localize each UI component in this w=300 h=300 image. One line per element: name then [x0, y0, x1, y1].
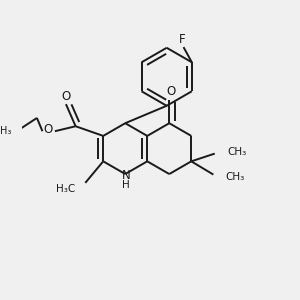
Text: F: F — [179, 33, 185, 46]
Text: CH₃: CH₃ — [226, 172, 245, 182]
Text: H: H — [122, 179, 130, 190]
Text: H₃C: H₃C — [56, 184, 75, 194]
Text: O: O — [43, 123, 52, 136]
Text: H₃: H₃ — [0, 126, 11, 136]
Text: O: O — [62, 90, 71, 103]
Text: O: O — [166, 85, 175, 98]
Text: N: N — [122, 169, 130, 182]
Text: CH₃: CH₃ — [227, 147, 246, 157]
